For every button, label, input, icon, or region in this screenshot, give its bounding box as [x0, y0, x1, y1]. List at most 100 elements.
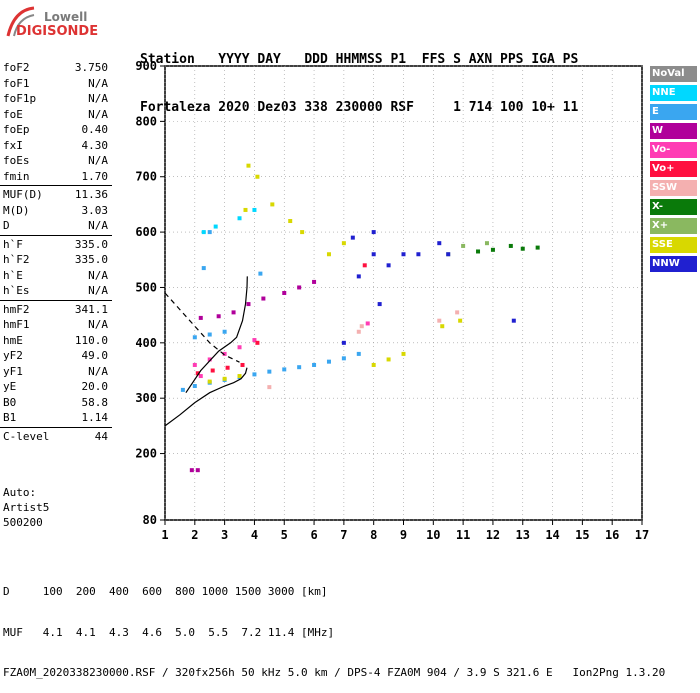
data-point-vo — [225, 365, 230, 370]
data-point-ssw — [437, 318, 442, 323]
param-row: C-level 44 — [0, 429, 112, 445]
data-point-sse — [341, 241, 346, 246]
legend-item-nne: NNE — [650, 85, 697, 101]
data-point-sse — [440, 324, 445, 329]
x-tick-label: 15 — [575, 528, 589, 542]
x-tick-label: 7 — [340, 528, 347, 542]
data-point-nnw — [437, 241, 442, 246]
data-point-x — [535, 245, 540, 250]
data-point-sse — [246, 163, 251, 168]
param-row: yF2 49.0 — [0, 348, 112, 364]
data-point-nnw — [511, 318, 516, 323]
data-point-e — [252, 372, 257, 377]
data-point-w — [261, 296, 266, 301]
param-value: 1.14 — [81, 411, 109, 424]
data-point-e — [192, 384, 197, 389]
param-separator — [0, 299, 112, 301]
footer-info: D 100 200 400 600 800 1000 1500 3000 [km… — [3, 558, 665, 693]
param-value: 1.70 — [81, 169, 109, 183]
param-value: 335.0 — [74, 237, 108, 251]
data-point-nnw — [446, 252, 451, 257]
param-name: hmF2 — [3, 302, 30, 316]
param-name: B1 — [3, 411, 17, 424]
data-point-e — [297, 365, 302, 370]
param-row: hmF1 N/A — [0, 317, 112, 333]
data-point-ssw — [267, 385, 272, 390]
data-point-nne — [237, 216, 242, 221]
x-tick-label: 10 — [426, 528, 440, 542]
param-name: hmE — [3, 333, 23, 347]
param-row: fxI 4.30 — [0, 138, 112, 154]
x-tick-label: 12 — [486, 528, 500, 542]
param-value: N/A — [88, 364, 108, 378]
data-point-vo — [198, 374, 203, 379]
x-tick-label: 16 — [605, 528, 619, 542]
x-tick-label: 3 — [221, 528, 228, 542]
data-point-w — [246, 302, 251, 307]
param-separator — [0, 426, 112, 428]
x-tick-label: 1 — [161, 528, 168, 542]
parameter-panel: foF2 3.750 foF1 N/A foF1p N/A foE N/A foEp 0.40 fx… — [0, 60, 112, 444]
param-name: yE — [3, 380, 17, 393]
x-tick-label: 8 — [370, 528, 377, 542]
param-name: foF2 — [3, 61, 30, 74]
param-value: N/A — [88, 154, 108, 167]
logo-arc-icon — [6, 6, 35, 37]
footer-file-info: FZA0M_2020338230000.RSF / 320fx256h 50 k… — [3, 666, 666, 679]
data-point-ssw — [356, 329, 361, 334]
param-name: C-level — [3, 429, 50, 443]
legend-item-noval: NoVal — [650, 66, 697, 82]
param-row: foE N/A — [0, 107, 112, 123]
data-point-vo — [210, 368, 215, 373]
param-value: 335.0 — [74, 253, 108, 266]
param-name: M(D) — [3, 203, 30, 217]
data-point-sse — [237, 374, 242, 379]
param-row: fmin 1.70 — [0, 169, 112, 185]
data-point-ssw — [359, 324, 364, 329]
y-tick-label: 900 — [135, 59, 157, 73]
param-name: h`F — [3, 237, 23, 251]
x-tick-label: 4 — [251, 528, 258, 542]
ordinary-trace — [185, 276, 248, 394]
data-point-e — [201, 266, 206, 271]
legend-item-x: X+ — [650, 218, 697, 234]
data-point-nnw — [371, 230, 376, 235]
param-row: yF1 N/A — [0, 364, 112, 380]
polarization-legend: NoVal NNE E W Vo- Vo+ SSW X- X+ SSE NNW — [650, 66, 697, 275]
legend-item-x: X- — [650, 199, 697, 215]
data-point-w — [297, 285, 302, 290]
param-row: MUF(D) 11.36 — [0, 187, 112, 203]
auto-label: Auto: — [3, 486, 37, 499]
x-tick-label: 11 — [456, 528, 470, 542]
param-row: foF2 3.750 — [0, 60, 112, 76]
data-point-w — [198, 315, 203, 320]
y-tick-label: 500 — [135, 280, 157, 294]
data-point-sse — [401, 351, 406, 356]
data-point-vo — [252, 338, 257, 343]
data-point-sse — [207, 379, 212, 384]
data-point-sse — [458, 318, 463, 323]
param-value: N/A — [88, 318, 108, 331]
data-point-e — [258, 271, 263, 276]
param-value: 11.36 — [74, 188, 108, 201]
data-point-nnw — [386, 263, 391, 268]
legend-item-vo: Vo- — [650, 142, 697, 158]
param-value: 58.8 — [81, 395, 109, 409]
param-row: B1 1.14 — [0, 410, 112, 426]
param-row: h`F 335.0 — [0, 237, 112, 253]
param-name: h`E — [3, 268, 23, 282]
data-point-x — [490, 247, 495, 252]
data-point-nne — [201, 230, 206, 235]
data-point-nnw — [416, 252, 421, 257]
param-name: yF2 — [3, 349, 23, 362]
param-row: foEp 0.40 — [0, 122, 112, 138]
param-name: B0 — [3, 395, 17, 409]
legend-item-nnw: NNW — [650, 256, 697, 272]
param-row: h`Es N/A — [0, 283, 112, 299]
digisonde-logo: Lowell DIGISONDE — [4, 6, 134, 46]
param-name: MUF(D) — [3, 188, 43, 201]
param-value: 341.1 — [74, 302, 108, 316]
data-point-x — [520, 246, 525, 251]
param-name: foF1p — [3, 92, 37, 105]
param-row: h`F2 335.0 — [0, 252, 112, 268]
